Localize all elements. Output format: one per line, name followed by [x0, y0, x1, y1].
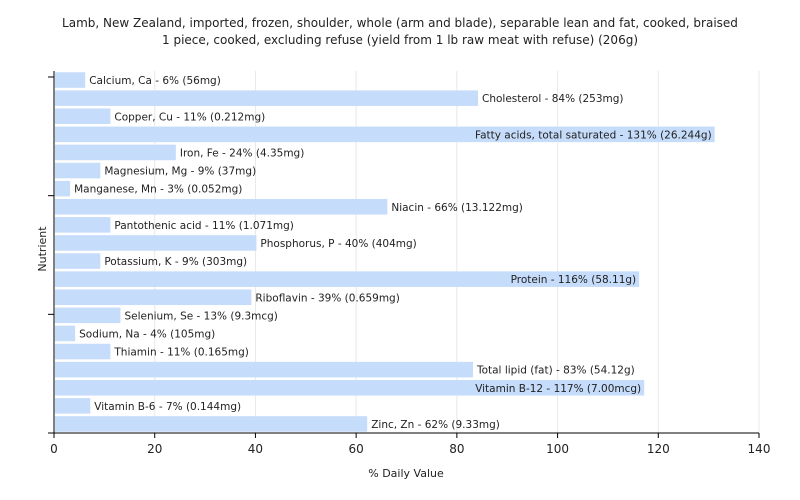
- x-tick-label: 80: [449, 442, 464, 456]
- bar-label: Vitamin B-12 - 117% (7.00mcg): [475, 383, 641, 395]
- chart-subtitle: 1 piece, cooked, excluding refuse (yield…: [162, 33, 638, 47]
- bar-label: Total lipid (fat) - 83% (54.12g): [476, 365, 635, 377]
- bar: [55, 379, 645, 396]
- bar: [55, 253, 101, 269]
- bar: [55, 217, 111, 233]
- axis-layer: 0 20 40 60 80 100 120 140: [48, 71, 770, 456]
- x-tick-label: 20: [147, 442, 162, 456]
- y-axis-label: Nutrient: [36, 226, 49, 272]
- x-tick-label: 60: [349, 442, 364, 456]
- bar-label: Niacin - 66% (13.122mg): [391, 202, 523, 214]
- bar: [55, 325, 76, 342]
- bar-label: Protein - 116% (58.11g): [511, 274, 637, 286]
- x-axis-label: % Daily Value: [368, 467, 444, 480]
- bar: [55, 307, 121, 324]
- chart-title: Lamb, New Zealand, imported, frozen, sho…: [62, 16, 738, 30]
- bar: [55, 361, 473, 378]
- bar: [55, 72, 86, 88]
- bar: [55, 144, 176, 161]
- grid-layer: [53, 71, 760, 433]
- x-tick-label: 120: [647, 442, 670, 456]
- bar-label: Potassium, K - 9% (303mg): [104, 256, 247, 268]
- bar-label: Sodium, Na - 4% (105mg): [79, 328, 215, 340]
- bar: [55, 126, 715, 143]
- x-tick-label: 100: [546, 442, 569, 456]
- x-tick-label: 140: [748, 442, 771, 456]
- bar: [55, 235, 257, 251]
- bar-label: Phosphorus, P - 40% (404mg): [260, 238, 416, 250]
- bar: [55, 108, 111, 125]
- bar: [55, 198, 388, 215]
- bar-label: Manganese, Mn - 3% (0.052mg): [74, 184, 242, 196]
- bar-label: Vitamin B-6 - 7% (0.144mg): [94, 401, 241, 413]
- bar: [55, 343, 111, 360]
- bar-label: Iron, Fe - 24% (4.35mg): [180, 147, 304, 159]
- bar: [55, 398, 91, 414]
- bar-label: Copper, Cu - 11% (0.212mg): [114, 111, 265, 123]
- x-tick-label: 40: [248, 442, 263, 456]
- bar: [55, 271, 640, 287]
- bar-label: Zinc, Zn - 62% (9.33mg): [371, 419, 500, 431]
- bar-label: Selenium, Se - 13% (9.3mcg): [124, 310, 277, 322]
- bar: [55, 289, 252, 306]
- x-tick-label: 0: [50, 442, 58, 456]
- bar-label: Cholesterol - 84% (253mg): [482, 93, 624, 105]
- bar-layer: Calcium, Ca - 6% (56mg) Cholesterol - 84%…: [55, 72, 715, 432]
- bar: [55, 180, 71, 197]
- bar-label: Thiamin - 11% (0.165mg): [113, 347, 249, 359]
- bar-label: Pantothenic acid - 11% (1.071mg): [114, 220, 293, 232]
- bar: [55, 162, 101, 179]
- bar-label: Magnesium, Mg - 9% (37mg): [104, 166, 256, 178]
- bar: [55, 416, 368, 432]
- bar: [55, 90, 478, 106]
- bar-label: Calcium, Ca - 6% (56mg): [89, 75, 221, 87]
- bar-label: Riboflavin - 39% (0.659mg): [255, 292, 399, 304]
- bar-label: Fatty acids, total saturated - 131% (26.…: [475, 129, 712, 141]
